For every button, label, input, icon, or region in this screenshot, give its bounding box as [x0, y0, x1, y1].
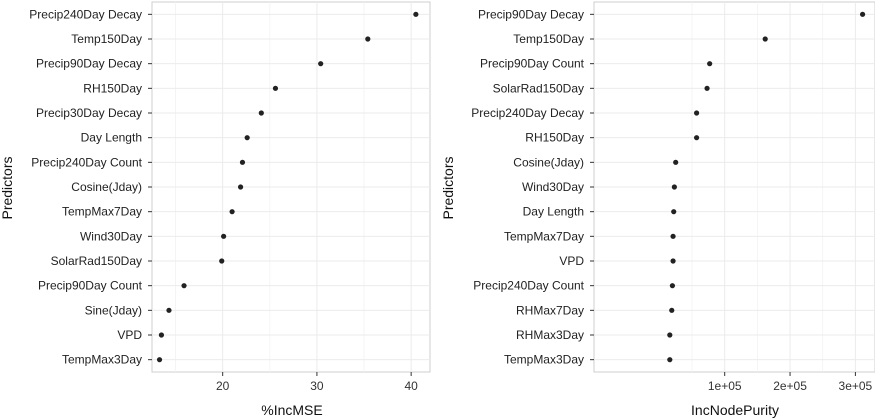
incnodepurity-data-point	[670, 258, 676, 264]
incmse-data-point	[158, 332, 165, 338]
incnodepurity-predictor-label: RHMax3Day	[516, 328, 584, 342]
incnodepurity-data-point	[669, 307, 675, 313]
incnodepurity-data-point	[693, 135, 700, 141]
incmse-data-point	[237, 184, 244, 190]
incmse-data-point	[229, 209, 235, 215]
incmse-predictor-label: Day Length	[81, 131, 142, 145]
incnodepurity-xlabel: IncNodePurity	[691, 402, 779, 418]
incnodepurity-predictor-label: TempMax7Day	[504, 229, 584, 243]
incnodepurity-predictor-label: Precip90Day Decay	[478, 7, 584, 21]
incmse-predictor-label: Sine(Jday)	[85, 303, 142, 317]
incnodepurity-data-point	[704, 85, 710, 91]
incnodepurity-data-point	[693, 110, 700, 116]
incmse-predictor-label: Temp150Day	[71, 32, 142, 46]
incnodepurity-data-point	[669, 283, 676, 289]
incnodepurity-predictor-label: TempMax3Day	[504, 353, 584, 367]
incnodepurity-data-point	[707, 61, 713, 67]
incmse-predictor-label: RH150Day	[83, 81, 142, 95]
incmse-predictor-label: Precip240Day Count	[31, 155, 142, 169]
incnodepurity-ylabel: Predictors	[440, 156, 456, 219]
incnodepurity-data-point	[671, 184, 677, 190]
incmse-predictor-label: Precip30Day Decay	[36, 106, 142, 120]
incnodepurity-data-point	[673, 159, 679, 165]
incmse-x-tick-label: 40	[404, 379, 418, 393]
incnodepurity-data-point	[859, 11, 866, 17]
incnodepurity-predictor-label: Cosine(Jday)	[513, 155, 584, 169]
incmse-data-point	[365, 36, 371, 42]
incmse-data-point	[239, 159, 246, 165]
incmse-predictor-label: Precip240Day Decay	[29, 7, 142, 21]
incnodepurity-data-point	[762, 36, 768, 42]
incnodepurity-x-tick-label: 3e+05	[839, 379, 873, 393]
incnodepurity-data-point	[667, 357, 673, 363]
incmse-data-point	[413, 11, 419, 17]
incnodepurity-data-point	[671, 209, 677, 215]
incmse-predictor-label: VPD	[117, 328, 142, 342]
incnodepurity-x-tick-label: 1e+05	[708, 379, 742, 393]
incnodepurity-panel: Predictors IncNodePurity 1e+05 2e+05 3e+05…	[440, 1, 875, 418]
incmse-data-point	[181, 283, 187, 289]
incmse-x-tick-label: 20	[216, 379, 230, 393]
incmse-data-point	[272, 85, 279, 91]
incmse-predictor-label: Cosine(Jday)	[71, 180, 142, 194]
incmse-data-point	[221, 233, 227, 239]
incnodepurity-x-tick-label: 2e+05	[773, 379, 807, 393]
incnodepurity-predictor-label: Temp150Day	[513, 32, 584, 46]
incnodepurity-predictor-label: Precip240Day Decay	[471, 106, 584, 120]
incmse-predictor-label: Precip90Day Count	[38, 279, 143, 293]
incmse-x-tick-label: 30	[310, 379, 324, 393]
incmse-predictor-label: TempMax3Day	[62, 353, 142, 367]
incnodepurity-data-point	[670, 233, 676, 239]
incmse-data-point	[166, 307, 172, 313]
incmse-xlabel: %IncMSE	[261, 402, 322, 418]
incmse-data-point	[156, 357, 163, 363]
incmse-data-point	[219, 258, 225, 264]
incmse-predictor-label: Precip90Day Decay	[36, 57, 142, 71]
incmse-data-point	[258, 110, 264, 116]
incnodepurity-predictor-label: RHMax7Day	[516, 303, 584, 317]
incmse-predictor-label: TempMax7Day	[62, 205, 142, 219]
incnodepurity-predictor-label: Day Length	[523, 205, 584, 219]
incmse-panel: Predictors %IncMSE 20 30 40 Precip240Day De…	[0, 1, 431, 418]
incnodepurity-predictor-label: VPD	[559, 254, 584, 268]
incnodepurity-data-point	[667, 332, 673, 338]
incmse-data-point	[318, 61, 324, 67]
incmse-predictor-label: Wind30Day	[80, 229, 142, 243]
incmse-predictor-label: SolarRad150Day	[51, 254, 142, 268]
incmse-data-point	[244, 135, 250, 141]
incnodepurity-predictor-label: Precip90Day Count	[480, 57, 585, 71]
incnodepurity-predictor-label: Precip240Day Count	[473, 279, 584, 293]
incmse-ylabel: Predictors	[0, 156, 15, 219]
incnodepurity-predictor-label: Wind30Day	[522, 180, 584, 194]
incnodepurity-predictor-label: SolarRad150Day	[493, 81, 584, 95]
incnodepurity-predictor-label: RH150Day	[525, 131, 584, 145]
